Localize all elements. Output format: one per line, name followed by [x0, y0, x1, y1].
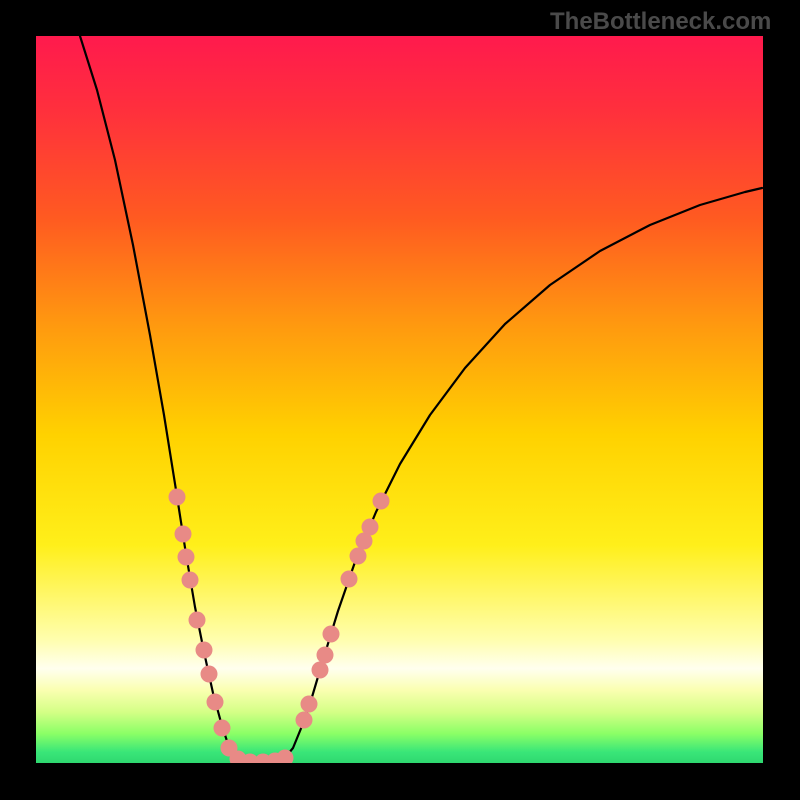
curve-marker [207, 694, 224, 711]
curve-marker [214, 720, 231, 737]
curve-marker [169, 489, 186, 506]
curve-marker [312, 662, 329, 679]
chart-overlay [0, 0, 800, 800]
curve-marker [201, 666, 218, 683]
curve-marker [362, 519, 379, 536]
curve-marker [301, 696, 318, 713]
curve-marker [323, 626, 340, 643]
curve-marker [189, 612, 206, 629]
curve-marker [296, 712, 313, 729]
curve-marker [317, 647, 334, 664]
curve-marker [373, 493, 390, 510]
curve-marker [350, 548, 367, 565]
curve-marker [196, 642, 213, 659]
watermark-text: TheBottleneck.com [550, 8, 771, 36]
curve-marker [277, 750, 294, 767]
curve-marker [175, 526, 192, 543]
curve-marker [178, 549, 195, 566]
curve-marker [182, 572, 199, 589]
bottleneck-curve [80, 36, 762, 762]
curve-marker [341, 571, 358, 588]
chart-container: TheBottleneck.com [0, 0, 800, 800]
